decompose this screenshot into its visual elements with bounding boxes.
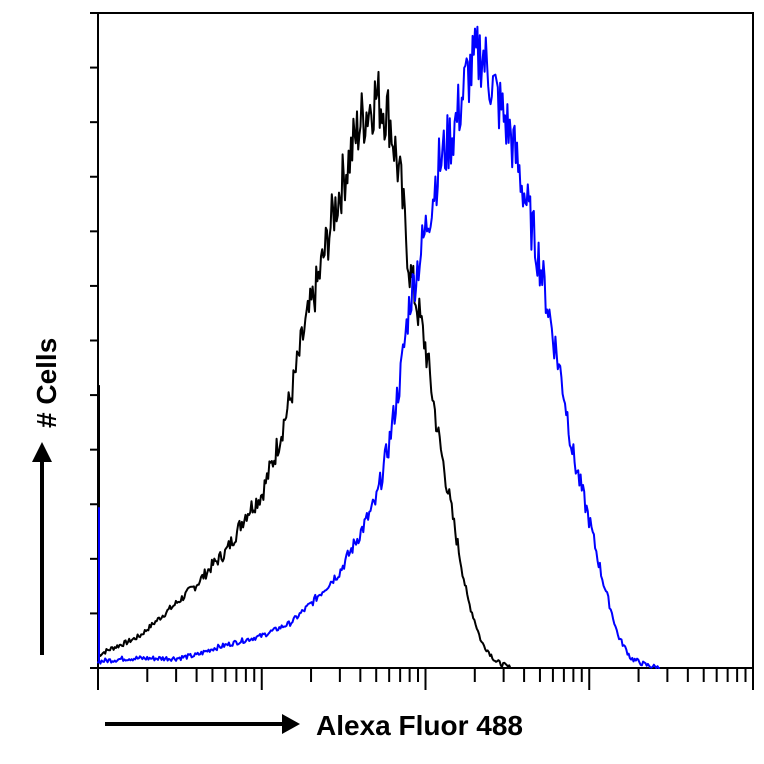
x-axis-arrow bbox=[105, 714, 300, 734]
x-axis-label: Alexa Fluor 488 bbox=[316, 710, 523, 741]
series-line-stained bbox=[97, 25, 660, 669]
plot-frame bbox=[97, 12, 754, 669]
x-axis-ticks bbox=[97, 668, 754, 690]
y-axis-ticks bbox=[90, 12, 98, 669]
series-line-control bbox=[97, 70, 512, 669]
y-axis-arrow bbox=[32, 442, 52, 655]
series-layer bbox=[97, 25, 660, 669]
y-axis-label: # Cells bbox=[31, 338, 62, 428]
